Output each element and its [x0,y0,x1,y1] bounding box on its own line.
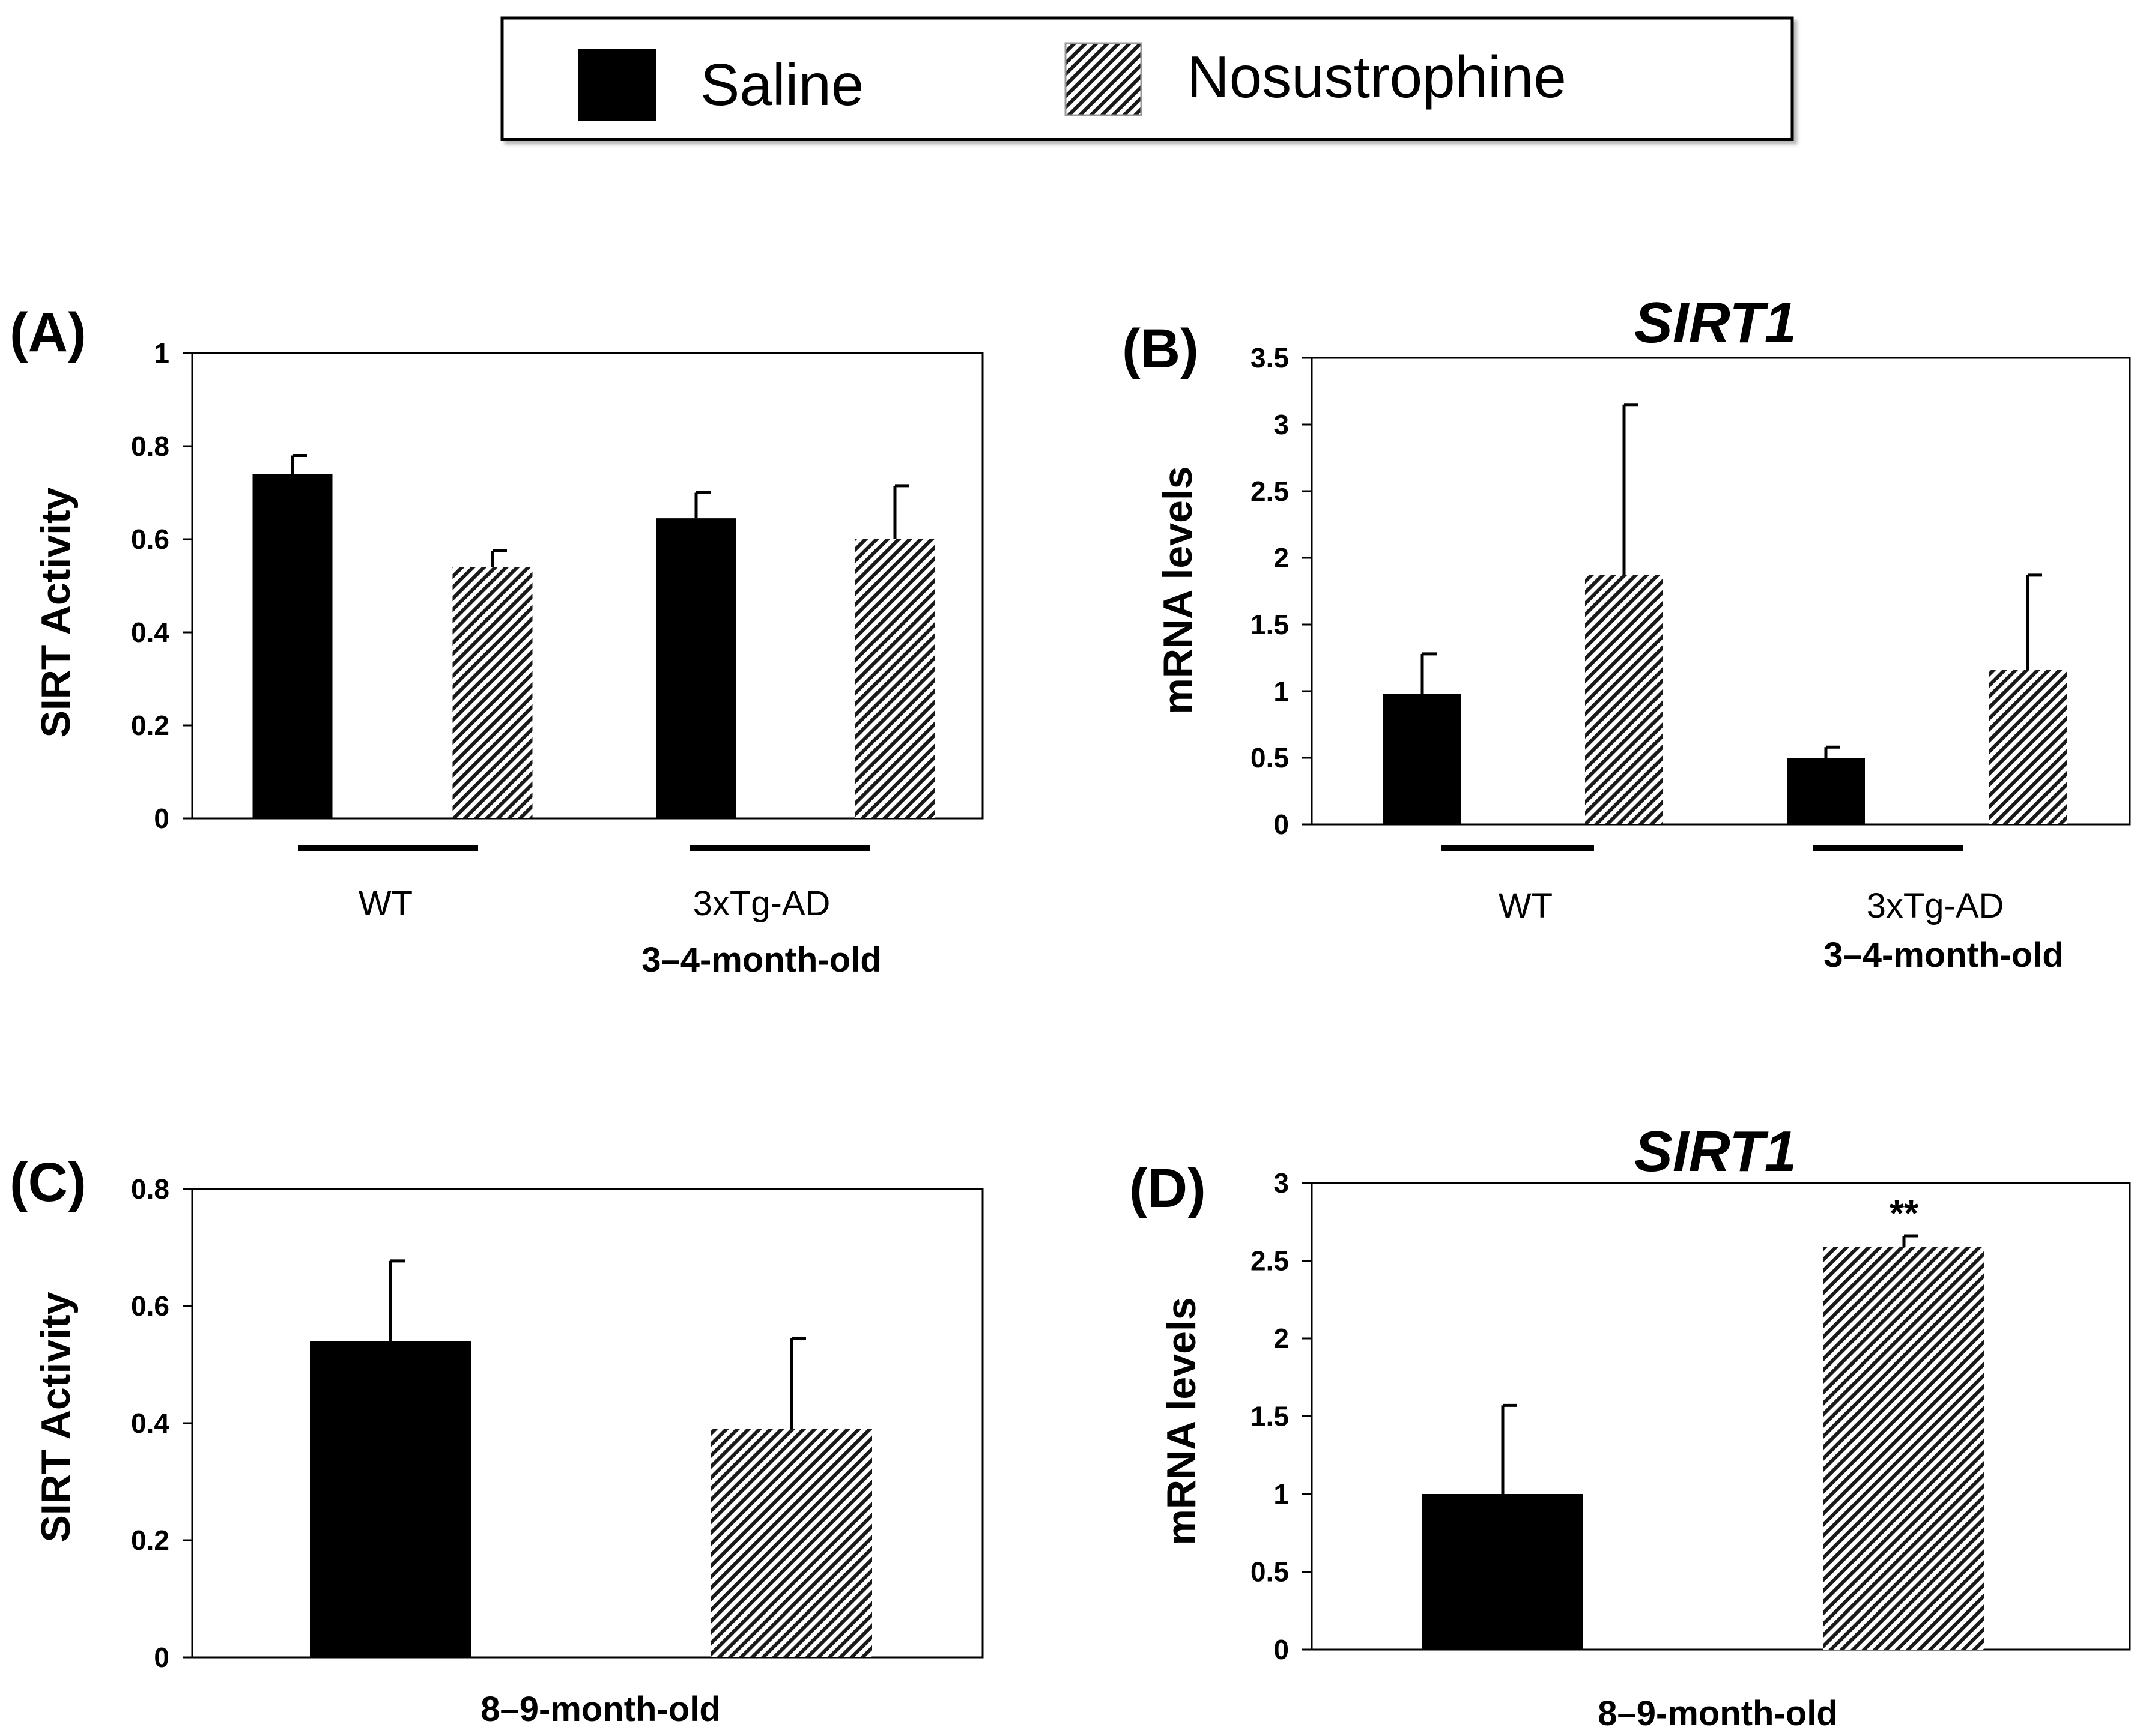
legend-swatch-nosustrophine [1064,42,1142,116]
group-bar-3xtg [690,845,870,851]
y-tick-label: 3.5 [1250,342,1289,374]
y-tick-label: 1.5 [1250,609,1289,640]
legend-frame [500,16,1794,141]
group-bar-3xtg [1813,845,1963,851]
legend-label-nosustrophine: Nosustrophine [1187,44,1566,110]
y-axis-label: mRNA levels [1159,1297,1204,1545]
chart-title: SIRT1 [1634,291,1796,355]
bar-saline [252,474,333,818]
y-tick-label: 0 [1273,809,1289,840]
y-axis-label: SIRT Activity [33,487,79,737]
y-tick-label: 0.6 [131,524,169,555]
x-axis-label: 3–4-month-old [1823,936,2064,975]
category-label-3xtg: 3xTg-AD [693,884,831,923]
y-tick-label: 0.4 [131,617,169,648]
chart-title: SIRT1 [1634,1119,1796,1184]
y-tick-label: 2 [1273,1323,1289,1354]
bar-saline [1787,758,1865,824]
plot-area: 0 0.2 0.4 0.6 0.8 [131,1173,984,1673]
y-tick-label: 2.5 [1250,1245,1289,1277]
plot-area: 0 0.5 1 1.5 2 2.5 3 3.5 [1250,342,2131,840]
category-label-3xtg: 3xTg-AD [1867,886,2004,925]
y-tick-label: 1 [1273,676,1289,707]
y-axis-label: SIRT Activity [33,1292,79,1542]
y-tick-label: 0.2 [131,710,169,741]
y-tick-label: 1 [1273,1478,1289,1510]
bar-nosustrophine [711,1429,872,1657]
bar-nosustrophine [855,539,935,818]
bar-saline [1383,694,1461,824]
y-axis-label: mRNA levels [1155,466,1201,714]
y-tick-label: 1 [154,337,169,369]
panel-a: (A) 0 0.2 0.4 0.6 0.8 1 SIRT Activity WT 3xTg… [10,302,984,979]
significance-marker: ** [1890,1193,1919,1235]
legend: Saline Nosustrophine [500,16,1794,141]
plot-area: 0 0.2 0.4 0.6 0.8 1 [131,337,984,834]
y-tick-label: 0.4 [131,1408,169,1439]
y-tick-label: 0.2 [131,1525,169,1556]
y-tick-label: 0.5 [1250,742,1289,773]
bar-nosustrophine [1823,1247,1984,1650]
plot-area: 0 0.5 1 1.5 2 2.5 3 ** [1250,1167,2131,1665]
bar-nosustrophine [452,567,533,818]
y-tick-label: 1.5 [1250,1401,1289,1432]
panel-letter: (A) [10,302,86,363]
panel-c: (C) 0 0.2 0.4 0.6 0.8 SIRT Activity 8–9-mont… [10,1152,984,1729]
y-tick-label: 3 [1273,1167,1289,1199]
panel-letter: (D) [1129,1158,1206,1219]
legend-label-saline: Saline [700,52,864,118]
y-tick-label: 0 [154,803,169,834]
y-tick-label: 0.8 [131,431,169,462]
bar-saline [656,518,736,818]
y-tick-label: 0.6 [131,1290,169,1322]
x-axis-label: 8–9-month-old [1598,1694,1838,1733]
category-label-wt: WT [359,884,413,923]
y-tick-label: 3 [1273,409,1289,440]
bar-nosustrophine [1585,575,1663,824]
x-axis-label: 3–4-month-old [641,940,882,979]
panel-letter: (B) [1122,318,1199,380]
panel-b: (B) SIRT1 0 0.5 1 1.5 2 2.5 3 3.5 mRNA levels W… [1122,291,2131,975]
y-tick-label: 2.5 [1250,476,1289,507]
bar-saline [310,1341,471,1657]
group-bar-wt [298,845,478,851]
y-tick-label: 0.5 [1250,1556,1289,1588]
x-axis-label: 8–9-month-old [480,1690,721,1729]
bar-saline [1422,1494,1583,1650]
panel-d: (D) SIRT1 0 0.5 1 1.5 2 2.5 3 ** mRNA levels 8–… [1129,1119,2131,1733]
y-tick-label: 0 [154,1642,169,1673]
y-tick-label: 0.8 [131,1173,169,1205]
y-tick-label: 0 [1273,1634,1289,1665]
bar-nosustrophine [1989,670,2067,824]
y-tick-label: 2 [1273,542,1289,573]
category-label-wt: WT [1499,886,1553,925]
panel-letter: (C) [10,1152,86,1213]
group-bar-wt [1441,845,1594,851]
legend-swatch-saline [578,49,656,121]
